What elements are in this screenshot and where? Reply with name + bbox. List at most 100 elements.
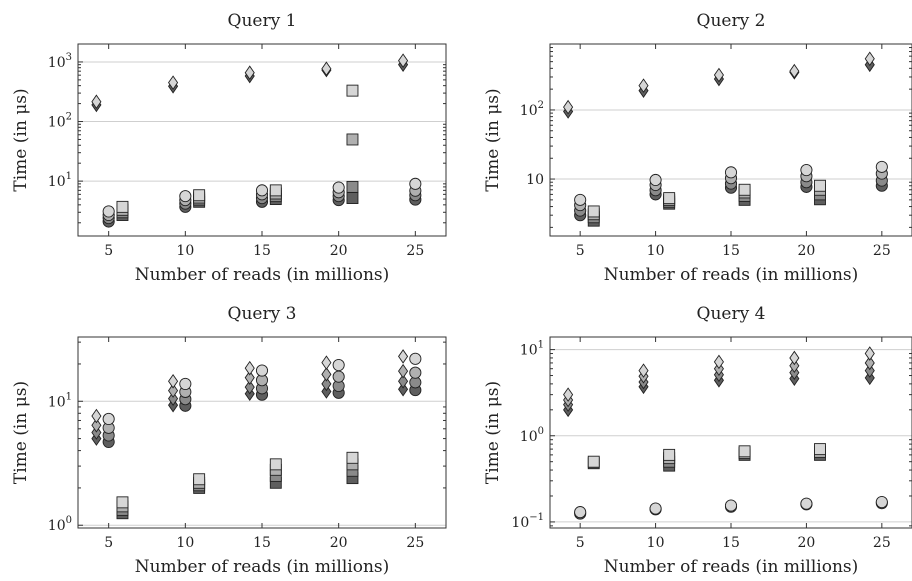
data-point-circle — [574, 193, 587, 206]
data-point-square — [663, 448, 676, 461]
data-point-square — [269, 458, 282, 471]
x-tick-label: 5 — [104, 243, 113, 259]
data-point-circle — [409, 352, 422, 365]
data-point-square — [738, 183, 751, 196]
x-axis-label: Number of reads (in millions) — [135, 557, 390, 577]
x-tick-label: 20 — [330, 243, 348, 259]
x-tick-label: 15 — [253, 243, 271, 259]
data-point-square — [193, 473, 206, 486]
y-axis-label: Time (in μs) — [483, 88, 503, 191]
panel-title: Query 2 — [697, 11, 766, 31]
y-tick-label: 101 — [520, 340, 544, 359]
data-point-circle — [800, 164, 813, 177]
data-point-diamond — [398, 53, 409, 68]
panel-title: Query 1 — [228, 11, 297, 31]
x-tick-label: 25 — [873, 535, 891, 551]
data-point-circle — [724, 499, 738, 512]
data-point-diamond — [638, 363, 649, 378]
data-point-diamond — [789, 350, 800, 366]
data-point-square — [269, 184, 282, 197]
data-point-square — [116, 200, 129, 213]
data-point-square — [346, 180, 359, 193]
data-point-circle — [649, 173, 662, 187]
plot-frame — [549, 336, 912, 529]
data-point-diamond — [398, 363, 409, 379]
data-point-diamond — [789, 358, 800, 374]
x-tick-label: 15 — [722, 535, 740, 551]
data-point-square — [346, 451, 359, 464]
data-point-diamond — [321, 384, 332, 399]
y-axis-label: Time (in μs) — [11, 88, 31, 191]
data-point-circle — [574, 506, 587, 519]
data-point-diamond — [168, 75, 179, 90]
data-point-diamond — [244, 360, 255, 376]
data-point-circle — [255, 364, 269, 377]
data-point-diamond — [713, 67, 724, 83]
data-point-square — [738, 445, 751, 458]
x-axis-label: Number of reads (in millions) — [135, 265, 390, 285]
data-point-diamond — [398, 381, 409, 397]
data-point-circle — [409, 177, 422, 190]
data-point-diamond — [864, 355, 875, 371]
x-tick-label: 15 — [253, 535, 271, 551]
data-point-circle — [409, 366, 422, 379]
data-point-diamond — [168, 373, 179, 389]
data-point-circle — [800, 497, 813, 510]
data-point-square — [346, 84, 359, 97]
data-point-diamond — [713, 354, 724, 370]
x-axis-label: Number of reads (in millions) — [604, 265, 859, 285]
data-point-square — [587, 455, 600, 468]
data-point-circle — [332, 370, 345, 383]
x-tick-label: 5 — [576, 535, 585, 551]
data-point-circle — [332, 181, 345, 194]
x-tick-label: 20 — [798, 243, 816, 259]
data-point-diamond — [563, 387, 574, 402]
data-point-diamond — [864, 51, 875, 67]
plot-frame — [77, 336, 447, 529]
x-tick-label: 20 — [330, 535, 348, 551]
panel-title: Query 3 — [228, 304, 297, 324]
panel-1: 101 102 103 5 10 15 20 25 Query 1 Number of reads… — [11, 11, 447, 285]
panel-2: 10 102 5 10 15 20 25 Query 2 Number of reads (in… — [483, 11, 912, 285]
plot-frame — [77, 43, 447, 237]
data-point-diamond — [91, 94, 102, 110]
y-tick-label: 102 — [48, 112, 72, 131]
data-point-circle — [255, 184, 269, 197]
data-point-diamond — [244, 379, 255, 395]
data-point-square — [587, 205, 600, 218]
data-point-circle — [179, 377, 192, 390]
y-axis-label: Time (in μs) — [483, 381, 503, 484]
data-point-square — [814, 179, 826, 192]
data-point-circle — [649, 502, 662, 515]
data-point-diamond — [244, 65, 255, 80]
data-point-circle — [179, 190, 192, 203]
data-point-diamond — [244, 370, 255, 385]
x-tick-label: 10 — [647, 535, 665, 551]
x-tick-label: 25 — [406, 535, 424, 551]
x-tick-label: 20 — [798, 535, 816, 551]
data-point-diamond — [321, 61, 332, 76]
x-tick-label: 10 — [176, 535, 194, 551]
data-point-square — [663, 192, 676, 205]
y-axis-label: Time (in μs) — [11, 381, 31, 484]
x-tick-label: 10 — [176, 243, 194, 259]
data-point-diamond — [398, 373, 409, 389]
y-tick-label: 10−1 — [511, 512, 544, 531]
x-tick-label: 15 — [722, 243, 740, 259]
data-point-diamond — [789, 63, 800, 79]
data-point-circle — [875, 160, 888, 173]
data-point-square — [346, 192, 359, 204]
data-point-diamond — [398, 349, 409, 364]
y-tick-label: 10 — [526, 172, 544, 188]
data-point-diamond — [91, 418, 102, 433]
x-tick-label: 25 — [873, 243, 891, 259]
x-tick-label: 5 — [104, 535, 113, 551]
data-point-diamond — [168, 391, 179, 406]
x-axis-label: Number of reads (in millions) — [604, 557, 859, 577]
data-point-circle — [724, 166, 738, 179]
data-point-diamond — [321, 376, 332, 392]
y-tick-label: 101 — [48, 391, 72, 410]
data-point-circle — [102, 205, 115, 218]
